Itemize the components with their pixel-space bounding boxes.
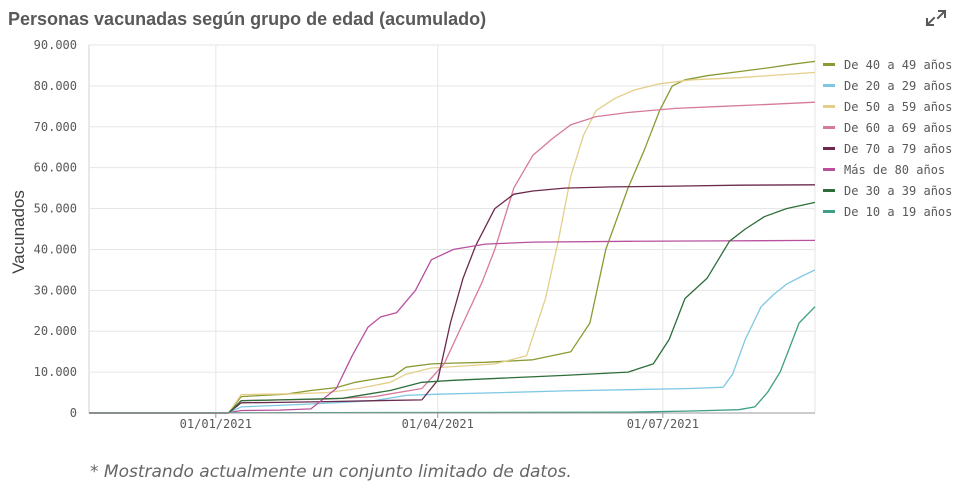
legend-item[interactable]: De 30 a 39 años <box>823 180 952 201</box>
legend-item[interactable]: De 40 a 49 años <box>823 54 952 75</box>
series-line-8 <box>88 306 816 414</box>
series-line-6 <box>89 239 816 414</box>
legend-swatch <box>823 168 835 171</box>
series-line-7 <box>89 201 816 414</box>
series-line-5 <box>89 184 816 414</box>
legend-item[interactable]: De 70 a 79 años <box>823 138 952 159</box>
series-line-2 <box>89 269 816 414</box>
y-tick-label: 0 <box>70 406 77 420</box>
legend: De 40 a 49 años De 20 a 29 años De 50 a 59… <box>823 54 952 222</box>
y-tick-label: 80.000 <box>34 79 77 93</box>
legend-label: De 40 a 49 años <box>844 57 953 72</box>
expand-icon[interactable] <box>924 7 948 29</box>
y-tick-label: 30.000 <box>34 283 77 297</box>
y-tick-label: 40.000 <box>34 242 77 256</box>
legend-item[interactable]: De 20 a 29 años <box>823 75 952 96</box>
series-line-3 <box>89 71 816 414</box>
y-tick-label: 70.000 <box>34 120 77 134</box>
x-tick-label: 01/01/2021 <box>180 417 252 431</box>
legend-label: Más de 80 años <box>844 162 946 177</box>
x-tick-label: 01/07/2021 <box>627 417 699 431</box>
legend-label: De 30 a 39 años <box>844 183 953 198</box>
legend-swatch <box>823 84 835 87</box>
legend-label: De 70 a 79 años <box>844 141 953 156</box>
legend-label: De 10 a 19 años <box>844 204 953 219</box>
legend-swatch <box>823 105 835 108</box>
legend-item[interactable]: De 60 a 69 años <box>823 117 952 138</box>
legend-swatch <box>823 210 835 213</box>
y-tick-label: 50.000 <box>34 202 77 216</box>
legend-item[interactable]: De 50 a 59 años <box>823 96 952 117</box>
chart-title: Personas vacunadas según grupo de edad (… <box>8 9 487 29</box>
legend-swatch <box>823 63 835 66</box>
legend-label: De 20 a 29 años <box>844 78 953 93</box>
legend-label: De 60 a 69 años <box>844 120 953 135</box>
y-tick-label: 20.000 <box>34 324 77 338</box>
y-tick-label: 90.000 <box>34 38 77 52</box>
legend-label: De 50 a 59 años <box>844 99 953 114</box>
series-line-1 <box>89 60 816 414</box>
footnote: * Mostrando actualmente un conjunto limi… <box>90 462 572 482</box>
legend-swatch <box>823 147 835 150</box>
legend-item[interactable]: Más de 80 años <box>823 159 952 180</box>
y-tick-label: 60.000 <box>34 161 77 175</box>
legend-swatch <box>823 189 835 192</box>
x-tick-label: 01/04/2021 <box>402 417 474 431</box>
legend-swatch <box>823 126 835 129</box>
legend-item[interactable]: De 10 a 19 años <box>823 201 952 222</box>
y-tick-label: 10.000 <box>34 365 77 379</box>
